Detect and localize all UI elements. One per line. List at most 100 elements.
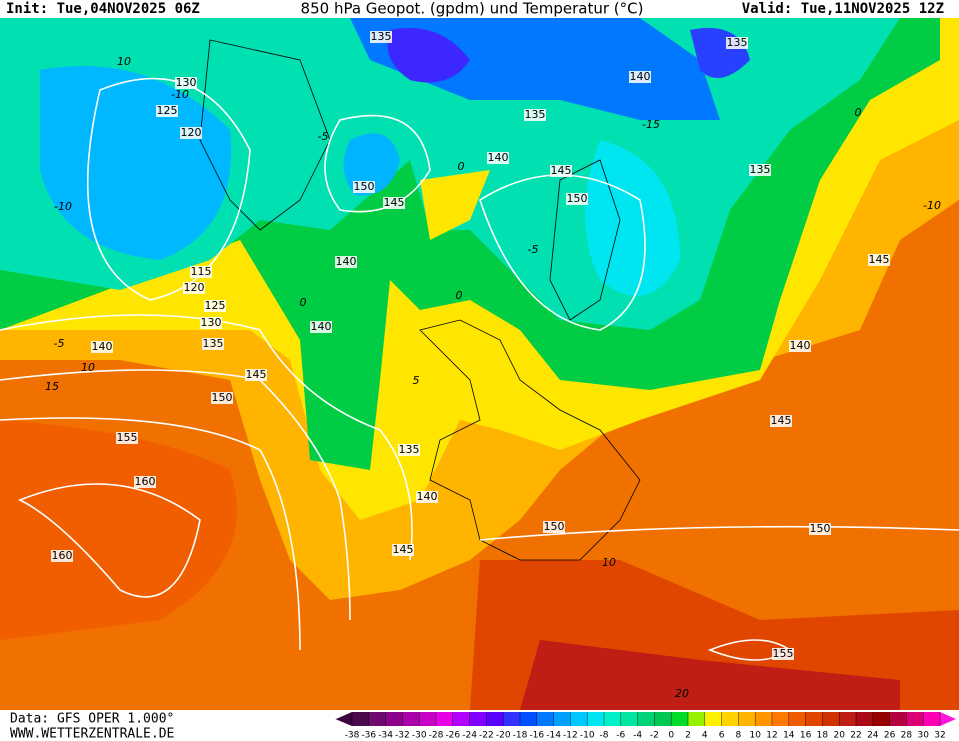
colorbar-cell	[788, 712, 807, 726]
colorbar-tick-label: 18	[817, 731, 829, 741]
colorbar-tick-label: -8	[600, 731, 609, 741]
colorbar-tick-label: 28	[901, 731, 913, 741]
geopotential-label: 140	[336, 255, 357, 268]
geopotential-label: 135	[399, 443, 420, 456]
colorbar-cell	[503, 712, 521, 726]
label-box	[175, 77, 197, 89]
init-time: Init: Tue,04NOV2025 06Z	[6, 1, 200, 17]
colorbar-cell	[671, 712, 689, 726]
geopotential-label: 140	[92, 340, 113, 353]
colorbar-tick-label: 24	[867, 731, 879, 741]
colorbar-cell	[352, 712, 370, 726]
colorbar-tick-label: -22	[479, 731, 494, 741]
colorbar-cell	[520, 712, 538, 726]
colorbar-tick-label: 4	[702, 731, 708, 741]
map-field	[0, 18, 959, 710]
label-box	[156, 105, 178, 117]
label-box	[868, 254, 890, 266]
label-box	[383, 197, 405, 209]
colorbar-cell	[604, 712, 622, 726]
colorbar-cell	[889, 712, 907, 726]
colorbar-tick-label: 10	[749, 731, 761, 741]
geopotential-label: 150	[544, 520, 565, 533]
label-box	[183, 282, 205, 294]
label-box	[91, 341, 113, 353]
temperature-label: -15	[642, 118, 660, 131]
colorbar-cell	[822, 712, 840, 726]
colorbar-cell	[452, 712, 471, 726]
colorbar-tick-label: 30	[917, 731, 929, 741]
label-box	[566, 193, 588, 205]
contour-labels: 135 1351401351301251201501451401451501351…	[45, 30, 941, 700]
website: WWW.WETTERZENTRALE.DE	[10, 727, 174, 741]
colorbar-tick-label: -14	[546, 731, 561, 741]
colorbar-tick-label: 22	[850, 731, 861, 741]
label-box	[245, 369, 267, 381]
label-box	[398, 444, 420, 456]
temperature-label: -10	[923, 199, 941, 212]
colorbar-cell	[419, 712, 437, 726]
colorbar-cell	[772, 712, 790, 726]
colorbar-cell	[755, 712, 773, 726]
geopotential-label: 145	[393, 543, 414, 556]
colorbar-tick-label: -24	[462, 731, 477, 741]
geopotential-label: 140	[311, 320, 332, 333]
geopotential-label: 145	[771, 414, 792, 427]
geopotential-label: 120	[181, 126, 202, 139]
label-box	[629, 71, 651, 83]
label-box	[370, 31, 392, 43]
geopotential-label: 145	[384, 196, 405, 209]
label-box	[789, 340, 811, 352]
label-box	[392, 544, 414, 556]
colorbar-tick-label: -32	[395, 731, 410, 741]
colorbar-tick-label: -10	[580, 731, 595, 741]
geopotential-label: 115	[191, 265, 212, 278]
colorbar-tick-label: -6	[616, 731, 625, 741]
colorbar-cell	[402, 712, 420, 726]
colorbar-tick-label: -34	[378, 731, 393, 741]
colorbar-tick-label: 14	[783, 731, 795, 741]
label-box	[204, 300, 226, 312]
geopotential-label: 135	[371, 30, 392, 43]
temperature-label: 5	[413, 374, 420, 387]
temperature-label: -5	[318, 130, 329, 143]
colorbar-cell	[872, 712, 891, 726]
label-box	[310, 321, 332, 333]
colorbar-tick-label: 32	[934, 731, 945, 741]
colorbar-cell	[553, 712, 571, 726]
label-box	[180, 127, 202, 139]
geopotential-label: 140	[630, 70, 651, 83]
temperature-label: -10	[54, 200, 72, 213]
temperature-label: -5	[54, 337, 65, 350]
colorbar-tick-label: -18	[513, 731, 528, 741]
colorbar-tick-label: 0	[668, 731, 674, 741]
geopotential-label: 135	[750, 163, 771, 176]
colorbar-cell	[587, 712, 605, 726]
label-box	[116, 432, 138, 444]
label-box	[202, 338, 224, 350]
colorbar-tick-label: 2	[685, 731, 691, 741]
geopotential-label: 150	[354, 180, 375, 193]
colorbar-tick-label: 6	[719, 731, 725, 741]
label-box	[200, 317, 222, 329]
map-title: 850 hPa Geopot. (gpdm) und Temperatur (°…	[301, 0, 644, 18]
colorbar-cell	[436, 712, 454, 726]
coastlines	[199, 39, 641, 561]
temperature-label: 0	[855, 106, 862, 119]
colorbar-cell	[738, 712, 756, 726]
geopotential-label: 135	[203, 337, 224, 350]
colorbar-low	[335, 712, 352, 726]
label-box	[543, 521, 565, 533]
colorbar-cell	[368, 712, 387, 726]
geopotential-label: 150	[810, 522, 831, 535]
colorbar-tick-label: -20	[496, 731, 511, 741]
label-box	[353, 181, 375, 193]
colorbar-tick-label: -16	[529, 731, 544, 741]
label-box	[550, 165, 572, 177]
label-box	[770, 415, 792, 427]
colorbar: -38 -36 -34 -32 -30 -28 -26 -24 -22 -20 -18 -16 -14-…	[335, 712, 956, 741]
colorbar-cell	[654, 712, 672, 726]
geopotential-label: 130	[201, 316, 222, 329]
geopotential-label: 150	[567, 192, 588, 205]
